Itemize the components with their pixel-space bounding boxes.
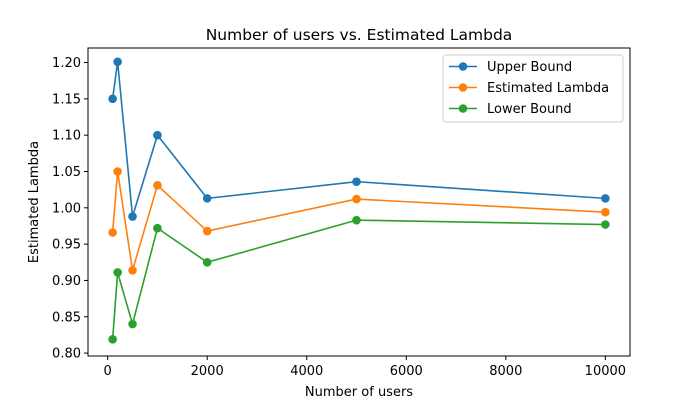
legend-swatch-marker xyxy=(458,104,468,113)
data-point-estimated-lambda xyxy=(601,207,610,217)
data-point-estimated-lambda xyxy=(108,228,117,237)
x-tick-label: 4000 xyxy=(290,364,323,379)
y-tick-label: 1.15 xyxy=(52,92,81,107)
data-point-upper-bound xyxy=(128,212,137,221)
y-tick-label: 1.20 xyxy=(52,56,81,71)
y-axis: 0.80 0.85 0.90 0.95 1.00 1.05 1.10 1.15 1.20 xyxy=(52,56,88,362)
x-tick-label: 6000 xyxy=(390,364,423,379)
data-point-lower-bound xyxy=(128,319,137,329)
x-tick-label: 0 xyxy=(104,364,112,379)
x-tick-label: 10000 xyxy=(585,364,626,379)
data-point-estimated-lambda xyxy=(202,226,212,236)
y-tick-label: 0.90 xyxy=(52,274,81,289)
y-tick-label: 1.10 xyxy=(52,129,81,144)
data-point-lower-bound xyxy=(601,220,610,229)
data-point-lower-bound xyxy=(153,223,162,233)
x-tick-label: 8000 xyxy=(489,364,522,379)
data-point-estimated-lambda xyxy=(352,194,361,204)
y-tick-label: 0.85 xyxy=(52,310,81,325)
legend-label: Estimated Lambda xyxy=(487,81,609,96)
x-axis: 0 2000 4000 6000 8000 10000 xyxy=(104,356,626,379)
y-tick-label: 0.95 xyxy=(52,238,81,253)
legend-box xyxy=(442,54,624,123)
y-tick-label: 1.05 xyxy=(52,165,81,180)
plot-area xyxy=(108,57,610,344)
legend-label: Upper Bound xyxy=(487,60,572,75)
data-point-lower-bound xyxy=(108,334,117,344)
y-tick-label: 1.00 xyxy=(52,201,81,216)
data-point-lower-bound xyxy=(352,215,361,225)
legend-label: Lower Bound xyxy=(487,102,572,117)
data-point-upper-bound xyxy=(601,194,610,203)
data-point-upper-bound xyxy=(352,177,361,186)
data-point-estimated-lambda xyxy=(128,265,137,275)
x-tick-label: 2000 xyxy=(191,364,224,379)
legend-swatch-marker xyxy=(458,83,468,92)
axes-frame xyxy=(87,47,631,357)
legend: Upper Bound Estimated Lambda Lower Bound xyxy=(442,54,624,123)
data-point-upper-bound xyxy=(108,94,117,104)
legend-swatch-marker xyxy=(458,62,468,71)
data-point-upper-bound xyxy=(113,57,122,67)
y-axis-label: Estimated Lambda xyxy=(27,141,42,263)
data-point-lower-bound xyxy=(202,257,212,267)
data-point-upper-bound xyxy=(202,194,212,203)
chart-title: Number of users vs. Estimated Lambda xyxy=(206,26,513,44)
data-point-upper-bound xyxy=(153,130,162,140)
data-point-estimated-lambda xyxy=(113,167,122,176)
data-point-lower-bound xyxy=(113,268,122,277)
x-axis-label: Number of users xyxy=(305,385,413,400)
y-tick-label: 0.80 xyxy=(52,347,81,362)
data-point-estimated-lambda xyxy=(153,180,162,190)
